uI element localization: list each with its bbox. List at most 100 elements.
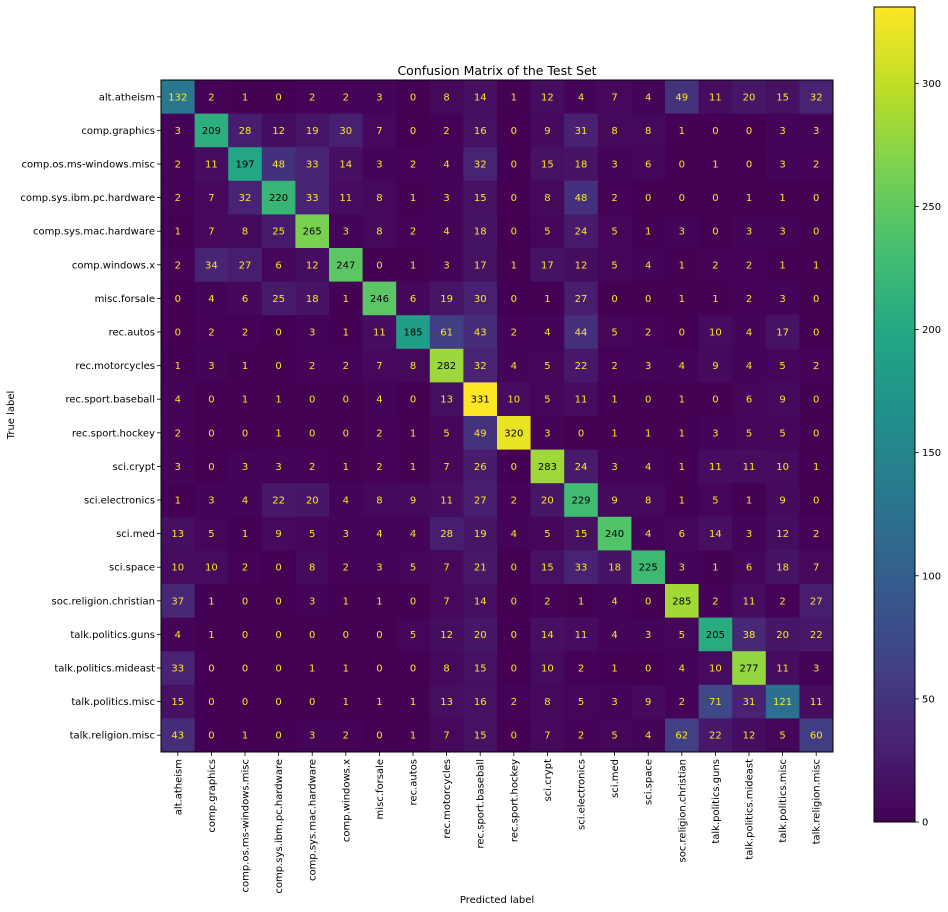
cell-value-label: 0: [712, 193, 718, 204]
heatmap-cell: [799, 113, 834, 148]
cell-value-label: 3: [376, 92, 382, 103]
heatmap-cell: [765, 248, 800, 282]
y-tick-label: sci.med: [116, 529, 155, 540]
cell-value-label: 3: [611, 462, 617, 473]
x-tick-label: comp.os.ms-windows.misc: [241, 759, 252, 893]
heatmap-cell: [665, 483, 699, 518]
cell-value-label: 10: [507, 395, 520, 406]
heatmap-cell: [597, 550, 632, 585]
y-tick-label: comp.sys.mac.hardware: [33, 227, 155, 238]
heatmap-cell: [261, 449, 296, 484]
cell-value-label: 1: [679, 126, 685, 137]
cell-value-label: 0: [511, 160, 517, 171]
cell-value-label: 3: [175, 462, 181, 473]
heatmap-cell: [530, 516, 565, 551]
heatmap-cell: [631, 584, 666, 618]
heatmap-cell: [194, 382, 229, 417]
cell-value-label: 26: [474, 462, 487, 473]
heatmap-cell: [329, 281, 363, 316]
cell-value-label: 7: [376, 126, 382, 137]
colorbar-tick-label: 150: [922, 448, 941, 459]
cell-value-label: 0: [645, 193, 651, 204]
cell-value-label: 209: [202, 126, 221, 137]
heatmap-cell: [261, 147, 296, 182]
heatmap-cell: [665, 516, 699, 551]
cell-value-label: 1: [208, 630, 214, 641]
heatmap-cell: [597, 449, 632, 484]
cell-value-label: 240: [605, 529, 624, 540]
heatmap-cell: [597, 483, 632, 518]
heatmap-cell: [396, 584, 431, 618]
cell-value-label: 1: [544, 294, 550, 305]
cell-value-label: 1: [175, 496, 181, 507]
heatmap-cell: [429, 416, 464, 450]
heatmap-cell: [765, 147, 800, 182]
cell-value-label: 5: [544, 529, 550, 540]
heatmap-cell: [732, 382, 767, 417]
heatmap-cell: [295, 416, 330, 450]
cell-value-label: 11: [440, 496, 453, 507]
heatmap-cell: [362, 315, 397, 350]
heatmap-cell: [665, 315, 699, 350]
cell-value-label: 5: [712, 496, 718, 507]
heatmap-cell: [295, 483, 330, 518]
cell-value-label: 2: [309, 92, 315, 103]
heatmap-cell: [362, 147, 397, 182]
y-tick-label: comp.sys.ibm.pc.hardware: [20, 193, 155, 204]
cell-value-label: 246: [370, 294, 389, 305]
cell-value-label: 2: [712, 596, 718, 607]
heatmap-cell: [194, 516, 229, 551]
heatmap-cell: [765, 651, 800, 686]
cell-value-label: 11: [373, 328, 386, 339]
heatmap-cell: [564, 684, 599, 719]
cell-value-label: 0: [511, 462, 517, 473]
cell-value-label: 1: [410, 731, 416, 742]
cell-value-label: 12: [743, 731, 756, 742]
cell-value-label: 3: [343, 227, 349, 238]
heatmap-cell: [429, 483, 464, 518]
heatmap-cell: [295, 348, 330, 383]
heatmap-cell: [698, 516, 733, 551]
heatmap-cell: [329, 651, 363, 686]
cell-value-label: 3: [309, 328, 315, 339]
cell-value-label: 4: [511, 529, 517, 540]
cell-value-label: 1: [779, 193, 785, 204]
heatmap-cell: [497, 617, 531, 652]
heatmap-cell: [530, 550, 565, 585]
cell-value-label: 5: [544, 361, 550, 372]
heatmap-cell: [161, 617, 195, 652]
heatmap-cell: [396, 348, 431, 383]
cell-value-label: 0: [275, 596, 281, 607]
cell-value-label: 4: [208, 294, 214, 305]
heatmap-cell: [194, 584, 229, 618]
heatmap-cell: [329, 483, 363, 518]
heatmap-cell: [497, 214, 531, 249]
cell-value-label: 5: [679, 630, 685, 641]
heatmap-cell: [161, 416, 195, 450]
heatmap-cell: [261, 180, 296, 215]
heatmap-cell: [295, 516, 330, 551]
y-tick-label: comp.graphics: [81, 126, 155, 137]
cell-value-label: 5: [544, 395, 550, 406]
heatmap-cell: [228, 248, 263, 282]
heatmap-cell: [530, 382, 565, 417]
cell-value-label: 14: [339, 160, 352, 171]
cell-value-label: 3: [208, 496, 214, 507]
heatmap-cell: [329, 416, 363, 450]
cell-value-label: 3: [309, 731, 315, 742]
cell-value-label: 7: [544, 731, 550, 742]
heatmap-cell: [463, 180, 498, 215]
heatmap-cell: [194, 483, 229, 518]
heatmap-cell: [765, 180, 800, 215]
cell-value-label: 37: [171, 596, 184, 607]
cell-value-label: 0: [242, 428, 248, 439]
cell-value-label: 0: [813, 227, 819, 238]
cell-value-label: 15: [474, 731, 487, 742]
heatmap-cell: [429, 80, 464, 114]
heatmap-cell: [261, 80, 296, 114]
cell-value-label: 0: [746, 160, 752, 171]
heatmap-cell: [396, 483, 431, 518]
heatmap-cell: [295, 651, 330, 686]
heatmap-cell: [597, 248, 632, 282]
heatmap-cell: [530, 348, 565, 383]
